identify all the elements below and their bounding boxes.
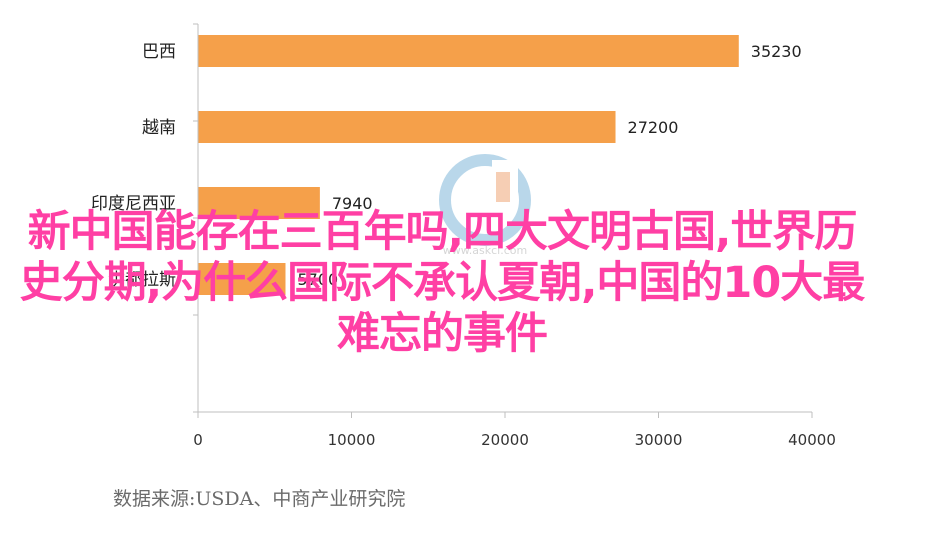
source-note: 数据来源:USDA、中商产业研究院 <box>113 488 406 510</box>
value-label: 27200 <box>628 118 679 137</box>
watermark-text: www.askci.com <box>443 244 527 257</box>
x-tick-label: 30000 <box>635 431 683 449</box>
askci-logo-icon: www.askci.com <box>439 154 531 257</box>
x-tick-label: 10000 <box>328 431 376 449</box>
x-tick-label: 0 <box>193 431 203 449</box>
x-tick-label: 20000 <box>481 431 529 449</box>
x-tick-label: 40000 <box>788 431 836 449</box>
category-label: 越南 <box>142 118 176 138</box>
category-label: 印度尼西亚 <box>91 194 176 214</box>
category-label: 巴西 <box>142 42 176 62</box>
category-label: 洪都拉斯 <box>108 270 176 290</box>
bar-0 <box>198 35 739 67</box>
bar-3 <box>198 263 286 295</box>
bar-1 <box>198 111 616 143</box>
value-label: 7940 <box>332 194 373 213</box>
value-label: 35230 <box>751 42 802 61</box>
value-label: 5700 <box>297 270 338 289</box>
bar-2 <box>198 187 320 219</box>
overlay-title: 新中国能存在三百年吗,四大文明古国,世界历史分期,为什么国际不承认夏朝,中国的1… <box>19 207 866 359</box>
